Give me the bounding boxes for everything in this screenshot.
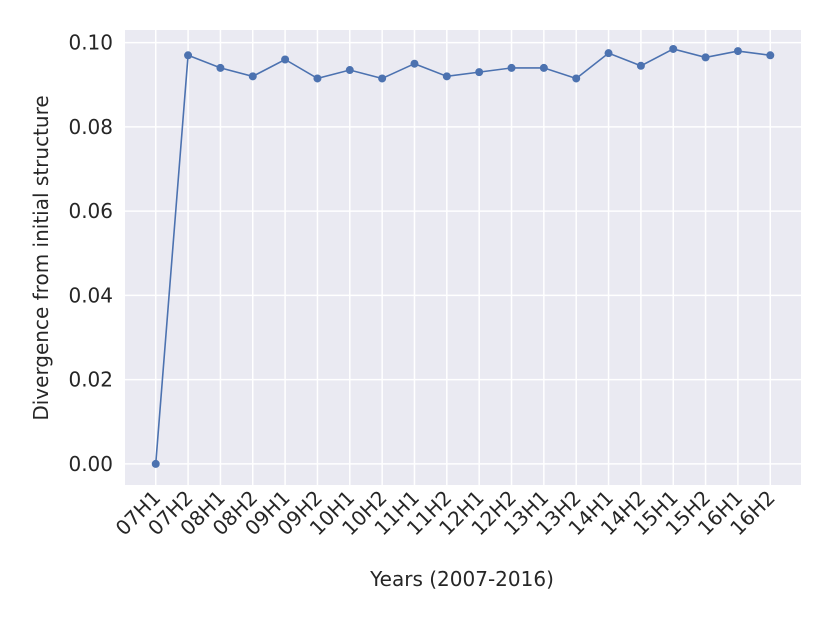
point xyxy=(475,68,484,77)
point xyxy=(636,61,645,70)
point xyxy=(604,49,613,58)
point xyxy=(151,459,160,468)
y-axis-label: Divergence from initial structure xyxy=(29,95,53,420)
point xyxy=(378,74,387,83)
point xyxy=(539,63,548,72)
point xyxy=(345,66,354,75)
point xyxy=(507,63,516,72)
plot-area xyxy=(125,30,801,485)
y-tick-label: 0.10 xyxy=(68,31,113,55)
point xyxy=(733,47,742,56)
point xyxy=(572,74,581,83)
x-axis-label: Years (2007-2016) xyxy=(369,567,554,591)
point xyxy=(184,51,193,60)
y-tick-label: 0.02 xyxy=(68,368,113,392)
point xyxy=(281,55,290,64)
point xyxy=(410,59,419,68)
line xyxy=(154,48,771,464)
y-tick-label: 0.00 xyxy=(68,452,113,476)
point xyxy=(216,63,225,72)
y-tick-label: 0.04 xyxy=(68,283,113,307)
point xyxy=(248,72,257,81)
point xyxy=(442,72,451,81)
point xyxy=(313,74,322,83)
point xyxy=(701,53,710,62)
y-tick-label: 0.08 xyxy=(68,115,113,139)
point xyxy=(766,51,775,60)
y-tick-label: 0.06 xyxy=(68,199,113,223)
point xyxy=(669,44,678,53)
